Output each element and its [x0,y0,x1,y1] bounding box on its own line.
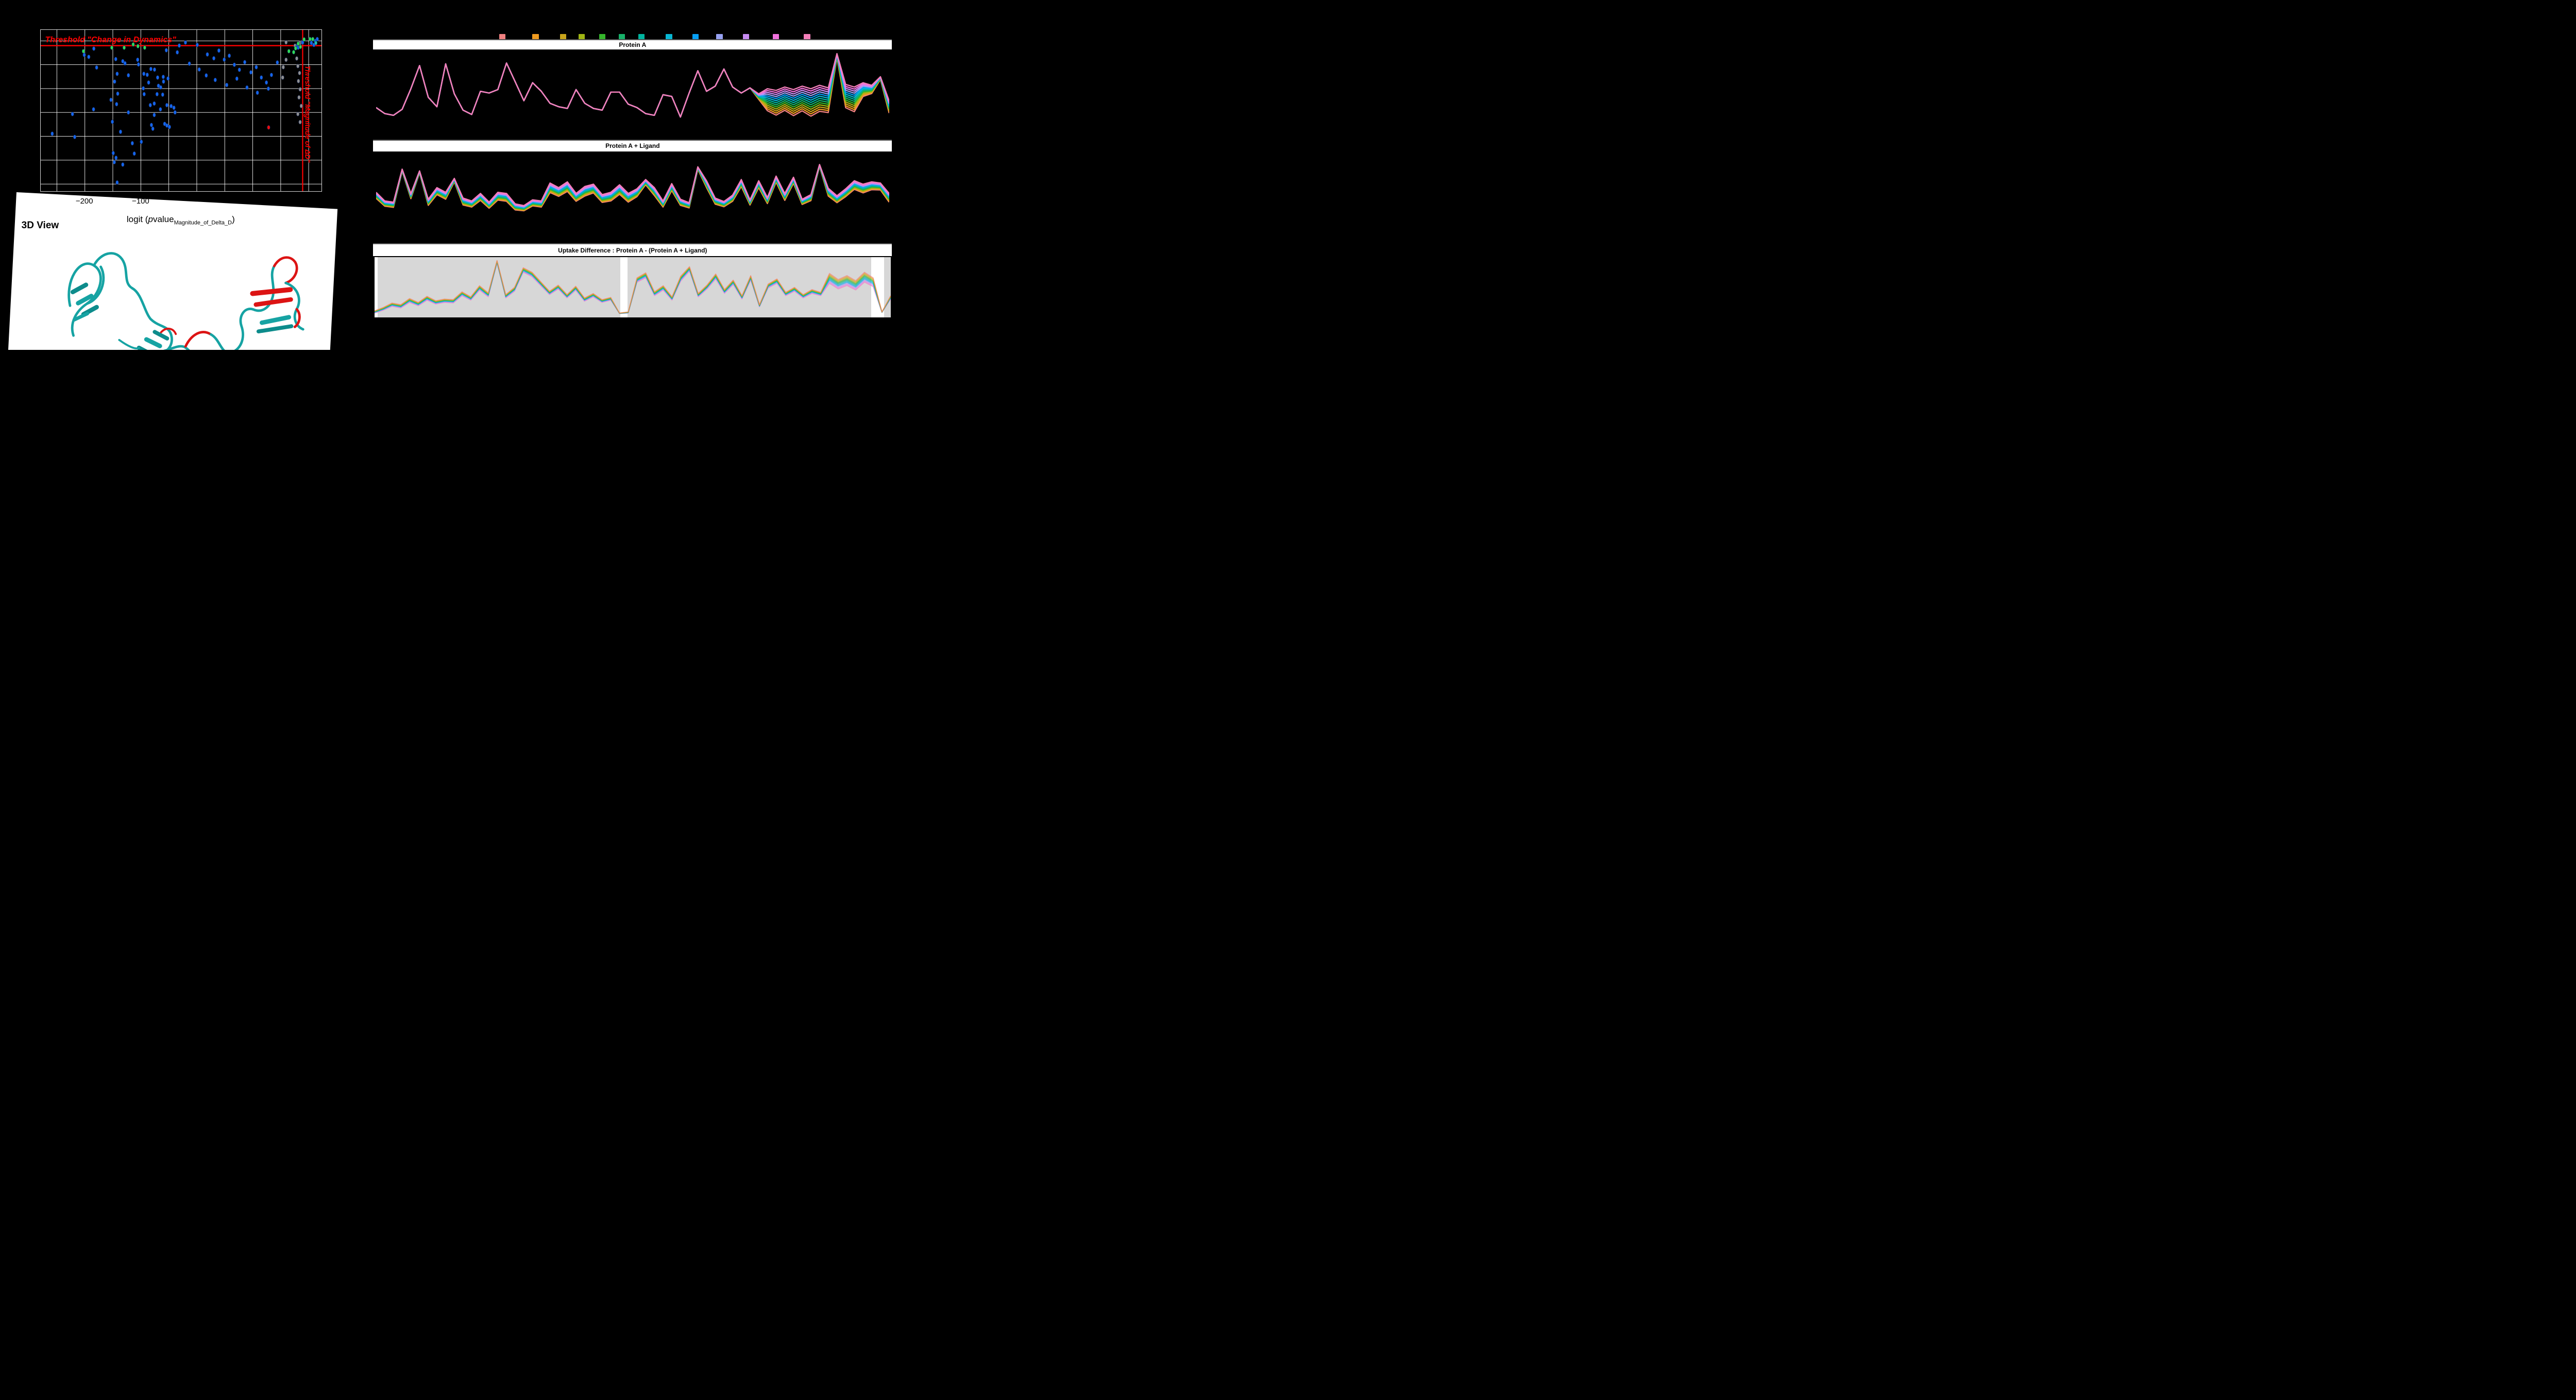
figure-canvas: Threshold "Change in Dynamics" Threshold… [0,0,913,350]
panel-title-text: Protein A [619,41,647,48]
uptake-chart-protein-a-ligand[interactable] [376,152,889,242]
volcano-plot[interactable]: Threshold "Change in Dynamics" Threshold… [40,29,323,192]
threshold-magnitude-label: Threshold "Magnitude of ΔD" [303,65,312,163]
panel-title-uptake-difference: Uptake Difference : Protein A - (Protein… [373,243,892,256]
panel-title-protein-a-ligand: Protein A + Ligand [373,140,892,151]
x-axis-tick--200: −200 [75,197,93,206]
legend-swatch-timepoint-7[interactable] [638,33,645,40]
uptake-panels: Protein A Protein A + Ligand Uptake Diff… [373,0,892,350]
volcano-x-axis-title: logit (pvalueMagnitude_of_Delta_D) [126,214,235,226]
difference-chart-background [375,257,891,317]
panel-title-text: Uptake Difference : Protein A - (Protein… [558,246,707,254]
timepoint-legend [373,33,892,40]
uptake-difference-chart[interactable] [375,257,891,317]
legend-swatch-timepoint-6[interactable] [618,33,625,40]
3d-view-card[interactable] [7,192,337,350]
legend-swatch-timepoint-9[interactable] [692,33,699,40]
legend-swatch-timepoint-11[interactable] [742,33,750,40]
panel-title-protein-a: Protein A [373,39,892,49]
legend-swatch-timepoint-1[interactable] [499,33,506,40]
legend-swatch-timepoint-2[interactable] [532,33,539,40]
threshold-change-dynamics-label: Threshold "Change in Dynamics" [45,35,176,44]
volcano-scatter-layer[interactable] [40,29,322,192]
legend-swatch-timepoint-13[interactable] [804,33,810,40]
legend-swatch-timepoint-8[interactable] [666,33,672,40]
legend-swatch-timepoint-10[interactable] [716,33,723,40]
legend-swatch-timepoint-3[interactable] [560,33,567,40]
panel-title-text: Protein A + Ligand [605,142,660,150]
x-axis-tick--100: −100 [131,197,149,206]
legend-swatch-timepoint-12[interactable] [772,33,779,40]
legend-swatch-timepoint-4[interactable] [578,33,585,40]
coverage-band [627,257,872,317]
uptake-chart-protein-a[interactable] [376,50,889,140]
3d-view-heading: 3D View [21,220,59,231]
legend-swatch-timepoint-5[interactable] [599,33,606,40]
protein-ribbon-graphic[interactable] [36,215,320,350]
